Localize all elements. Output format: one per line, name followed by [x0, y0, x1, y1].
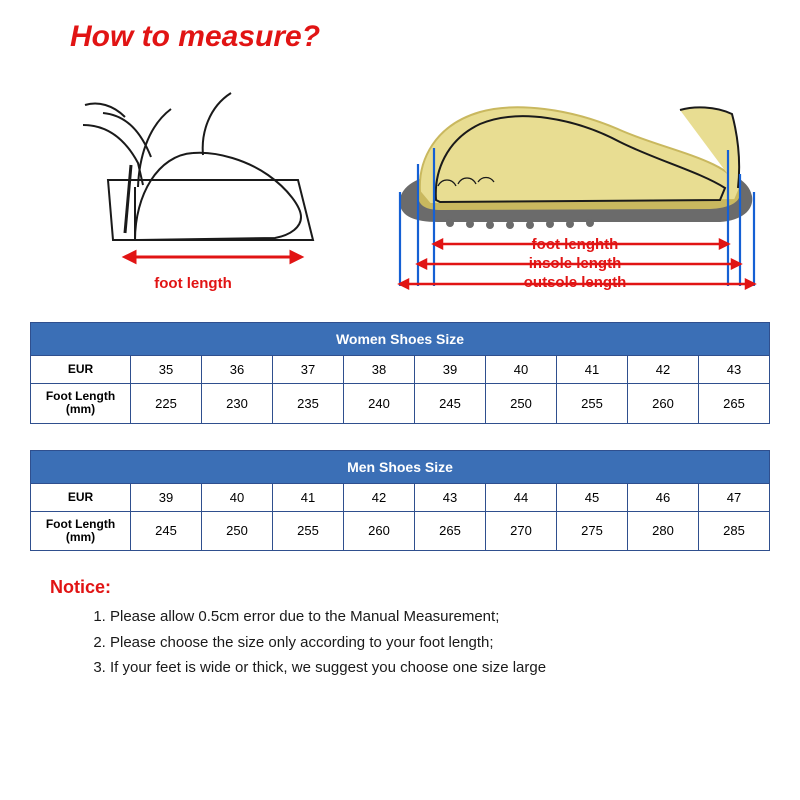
row-label-footlen: Foot Length(mm) [31, 384, 131, 423]
table-men: Men Shoes Size EUR 394041424344454647 Fo… [30, 450, 770, 551]
label-insole-length: insole length [380, 255, 770, 274]
table-row: EUR 394041424344454647 [31, 483, 770, 511]
notice-label: Notice: [50, 577, 770, 598]
label-foot-length: foot lenghth [380, 236, 770, 255]
label-outsole-length: outsole length [380, 274, 770, 293]
notice-list: Please allow 0.5cm error due to the Manu… [110, 604, 770, 681]
diagram-row: foot length [30, 60, 770, 292]
diagram-foot-trace: foot length [30, 65, 356, 292]
table-women-title: Women Shoes Size [31, 323, 770, 356]
page-title: How to measure? [70, 20, 770, 54]
table-row: Foot Length(mm) 225230235240245250255260… [31, 384, 770, 423]
list-item: Please choose the size only according to… [110, 630, 770, 656]
table-women: Women Shoes Size EUR 353637383940414243 … [30, 322, 770, 423]
diagram-foot-trace-label: foot length [30, 275, 356, 292]
table-row: Foot Length(mm) 245250255260265270275280… [31, 511, 770, 550]
row-label-eur: EUR [31, 483, 131, 511]
table-row: EUR 353637383940414243 [31, 356, 770, 384]
row-label-footlen: Foot Length(mm) [31, 511, 131, 550]
list-item: If your feet is wide or thick, we sugges… [110, 655, 770, 681]
diagram-shoe-section: foot lenghth insole length outsole lengt… [380, 60, 770, 292]
list-item: Please allow 0.5cm error due to the Manu… [110, 604, 770, 630]
table-men-title: Men Shoes Size [31, 450, 770, 483]
row-label-eur: EUR [31, 356, 131, 384]
